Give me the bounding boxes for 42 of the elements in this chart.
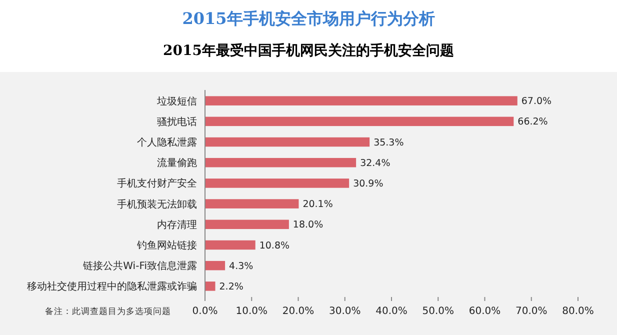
data-label: 66.2% bbox=[518, 116, 548, 128]
bar bbox=[205, 158, 356, 168]
x-tick-label: 60.0% bbox=[468, 306, 501, 317]
bar bbox=[205, 96, 518, 106]
chart-subtitle: 2015年最受中国手机网民关注的手机安全问题 bbox=[163, 42, 454, 59]
y-tick-label: 移动社交使用过程中的隐私泄露或诈骗 bbox=[27, 280, 197, 293]
bar bbox=[205, 178, 350, 188]
bar bbox=[205, 240, 256, 250]
x-tick-label: 40.0% bbox=[376, 306, 408, 317]
x-tick-label: 80.0% bbox=[562, 306, 594, 317]
data-label: 67.0% bbox=[521, 96, 552, 108]
data-label: 2.2% bbox=[219, 282, 244, 293]
text: 备注：此调查题目为多选项问题 bbox=[45, 306, 171, 317]
y-tick-label: 链接公共Wi-Fi致信息泄露 bbox=[82, 260, 197, 272]
y-tick-label: 骚扰电话 bbox=[157, 116, 197, 128]
y-tick-label: 流量偷跑 bbox=[157, 157, 197, 170]
x-tick-label: 70.0% bbox=[515, 306, 548, 317]
data-label: 4.3% bbox=[229, 260, 254, 272]
bar bbox=[205, 116, 514, 126]
bar bbox=[205, 282, 216, 291]
x-tick-label: 30.0% bbox=[328, 306, 361, 317]
data-label: 10.8% bbox=[259, 240, 290, 252]
x-tick-label: 10.0% bbox=[236, 306, 268, 317]
chart-title: 2015年手机安全市场用户行为分析 bbox=[182, 9, 435, 28]
data-label: 32.4% bbox=[360, 158, 390, 169]
y-tick-label: 手机支付财产安全 bbox=[117, 178, 197, 190]
bar bbox=[205, 220, 289, 230]
data-label: 30.9% bbox=[353, 178, 384, 190]
x-tick-label: 50.0% bbox=[422, 306, 454, 317]
data-label: 18.0% bbox=[292, 220, 324, 231]
y-tick-label: 个人隐私泄露 bbox=[137, 136, 197, 149]
x-tick-label: 20.0% bbox=[282, 306, 314, 317]
y-tick-label: 内存清理 bbox=[157, 218, 197, 231]
y-tick-label: 垃圾短信 bbox=[156, 95, 197, 108]
data-label: 20.1% bbox=[302, 199, 333, 210]
data-label: 35.3% bbox=[374, 137, 404, 148]
x-tick-label: 0.0% bbox=[192, 306, 218, 317]
bar bbox=[205, 260, 226, 270]
bar bbox=[205, 137, 370, 147]
y-tick-label: 钓鱼网站链接 bbox=[136, 239, 197, 252]
y-tick-label: 手机预装无法卸载 bbox=[117, 198, 197, 210]
bar bbox=[205, 199, 299, 208]
